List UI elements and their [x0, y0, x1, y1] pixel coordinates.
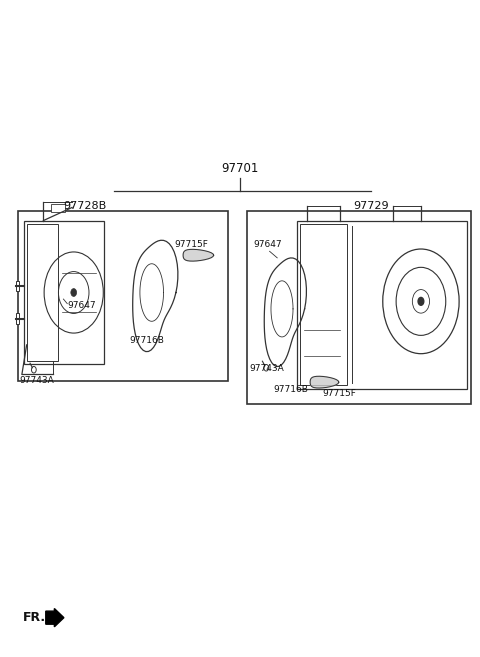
Bar — [300, 224, 348, 386]
Text: 97715F: 97715F — [174, 240, 208, 249]
Text: 97647: 97647 — [253, 240, 282, 249]
Text: 97647: 97647 — [67, 301, 96, 310]
Bar — [16, 313, 19, 324]
Bar — [16, 281, 19, 291]
Bar — [50, 204, 65, 212]
Text: 97701: 97701 — [221, 162, 259, 175]
Text: 97743A: 97743A — [250, 364, 284, 373]
Circle shape — [418, 298, 424, 306]
Text: 97728B: 97728B — [63, 201, 107, 211]
Polygon shape — [183, 250, 214, 261]
Bar — [297, 221, 467, 389]
Text: 97716B: 97716B — [129, 336, 164, 346]
Bar — [27, 224, 58, 361]
Bar — [247, 211, 471, 404]
Polygon shape — [310, 376, 339, 388]
Bar — [24, 221, 104, 365]
Text: 97715F: 97715F — [322, 389, 356, 397]
Text: 97743A: 97743A — [20, 376, 54, 384]
Circle shape — [71, 288, 77, 296]
Text: 97729: 97729 — [353, 201, 389, 211]
FancyArrow shape — [46, 608, 64, 627]
Text: FR.: FR. — [23, 611, 46, 624]
Bar — [18, 211, 228, 381]
Text: 97716B: 97716B — [274, 385, 308, 394]
